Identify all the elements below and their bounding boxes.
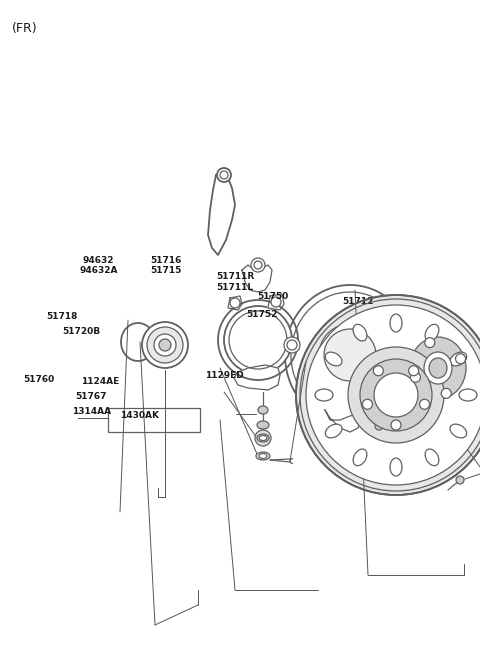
Ellipse shape <box>429 358 447 378</box>
Ellipse shape <box>142 322 188 368</box>
Text: 51711R
51711L: 51711R 51711L <box>216 272 254 292</box>
Ellipse shape <box>425 449 439 466</box>
Polygon shape <box>208 173 235 255</box>
Polygon shape <box>228 296 242 310</box>
Circle shape <box>374 373 418 417</box>
Text: 1430AK: 1430AK <box>120 411 159 420</box>
Circle shape <box>348 347 444 443</box>
Circle shape <box>255 430 271 446</box>
Circle shape <box>284 337 300 353</box>
Circle shape <box>230 298 240 308</box>
Ellipse shape <box>450 424 467 438</box>
Circle shape <box>390 374 400 384</box>
Ellipse shape <box>259 453 267 459</box>
Ellipse shape <box>256 452 270 460</box>
Ellipse shape <box>325 352 342 366</box>
Circle shape <box>271 297 281 307</box>
Ellipse shape <box>402 328 474 408</box>
Ellipse shape <box>424 352 452 384</box>
Circle shape <box>391 420 401 430</box>
Ellipse shape <box>257 434 269 442</box>
Text: 51752: 51752 <box>246 310 277 319</box>
Ellipse shape <box>154 334 176 356</box>
Text: 94632
94632A: 94632 94632A <box>79 256 118 276</box>
Text: 1129ED: 1129ED <box>205 371 244 380</box>
Text: 51716
51715: 51716 51715 <box>150 256 181 276</box>
Ellipse shape <box>324 329 376 381</box>
Text: 51712: 51712 <box>342 297 373 306</box>
Text: 1314AA: 1314AA <box>72 407 111 417</box>
Polygon shape <box>242 265 272 292</box>
Ellipse shape <box>257 421 269 429</box>
Ellipse shape <box>425 324 439 341</box>
Ellipse shape <box>390 458 402 476</box>
Circle shape <box>217 168 231 182</box>
Text: 51720B: 51720B <box>62 327 101 337</box>
Circle shape <box>408 366 419 376</box>
Polygon shape <box>325 410 362 432</box>
Circle shape <box>251 258 265 272</box>
Ellipse shape <box>325 424 342 438</box>
Ellipse shape <box>159 339 171 351</box>
Ellipse shape <box>258 406 268 414</box>
Circle shape <box>306 305 480 485</box>
Text: (FR): (FR) <box>12 22 37 35</box>
Circle shape <box>375 422 383 430</box>
Ellipse shape <box>450 352 467 366</box>
Text: 51718: 51718 <box>46 312 77 321</box>
Ellipse shape <box>410 337 466 399</box>
Circle shape <box>425 338 435 348</box>
Ellipse shape <box>459 389 477 401</box>
Circle shape <box>456 476 464 484</box>
Circle shape <box>456 354 466 364</box>
Bar <box>108 408 200 432</box>
Circle shape <box>420 400 430 409</box>
Text: 51767: 51767 <box>75 392 107 401</box>
Circle shape <box>441 388 451 398</box>
Circle shape <box>362 400 372 409</box>
Circle shape <box>373 366 384 376</box>
Text: 51750: 51750 <box>257 292 288 301</box>
Polygon shape <box>234 365 280 390</box>
Ellipse shape <box>147 327 183 363</box>
Text: 51760: 51760 <box>24 375 55 384</box>
Text: 1220FS: 1220FS <box>364 413 402 422</box>
Circle shape <box>360 359 432 431</box>
Ellipse shape <box>315 389 333 401</box>
Circle shape <box>410 372 420 382</box>
Ellipse shape <box>353 449 367 466</box>
Circle shape <box>296 295 480 495</box>
Ellipse shape <box>390 314 402 332</box>
Ellipse shape <box>224 306 292 374</box>
Text: 1124AE: 1124AE <box>81 377 119 386</box>
Ellipse shape <box>259 436 267 440</box>
Polygon shape <box>268 294 284 310</box>
Ellipse shape <box>353 324 367 341</box>
Ellipse shape <box>319 324 381 386</box>
